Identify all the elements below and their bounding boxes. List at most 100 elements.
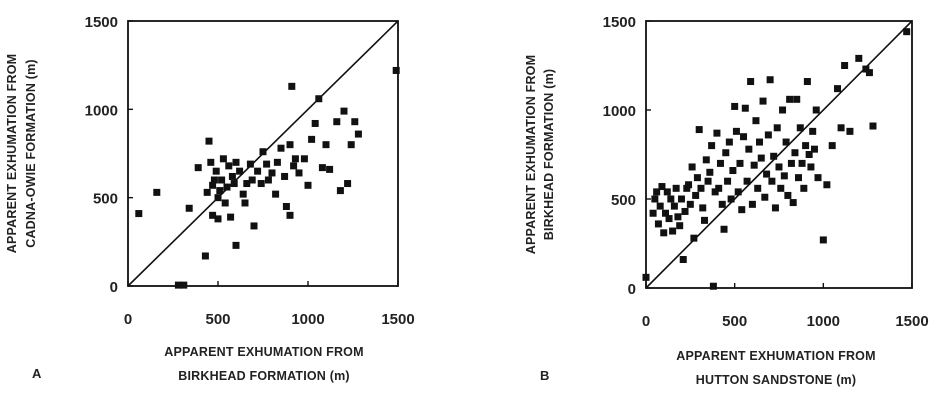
data-point — [214, 215, 222, 223]
data-point — [755, 138, 763, 146]
data-point — [725, 138, 733, 146]
data-point — [782, 138, 790, 146]
data-point — [180, 281, 188, 289]
data-point — [693, 174, 701, 182]
data-point — [775, 163, 783, 171]
plot-frame — [127, 20, 399, 287]
data-point — [351, 118, 359, 126]
data-point — [218, 176, 226, 184]
y-axis-title-line1: APPARENT EXHUMATION FROM — [524, 55, 538, 254]
data-point — [802, 142, 810, 150]
data-point — [869, 122, 877, 130]
data-point — [787, 159, 795, 167]
data-point — [763, 170, 771, 178]
data-point — [686, 200, 694, 208]
data-point — [273, 158, 281, 166]
data-point — [654, 220, 662, 228]
data-point — [750, 161, 758, 169]
data-point — [667, 195, 675, 203]
data-point — [201, 252, 209, 260]
data-point — [669, 227, 677, 235]
data-point — [795, 174, 803, 182]
data-point — [697, 184, 705, 192]
data-point — [819, 236, 827, 244]
data-point — [701, 216, 709, 224]
x-axis-title-line2: HUTTON SANDSTONE (m) — [696, 373, 857, 387]
data-point — [688, 163, 696, 171]
y-axis-title-line2: CADNA-OWIE FORMATION (m) — [24, 59, 38, 248]
data-point — [232, 158, 240, 166]
data-point — [718, 200, 726, 208]
data-point — [290, 162, 298, 170]
data-point — [720, 225, 728, 233]
data-point — [731, 102, 739, 110]
data-point — [715, 184, 723, 192]
data-point — [814, 174, 822, 182]
data-point — [214, 194, 222, 202]
data-point — [259, 148, 267, 156]
x-axis-title-line1: APPARENT EXHUMATION FROM — [164, 345, 363, 359]
data-point — [676, 222, 684, 230]
data-point — [752, 117, 760, 125]
data-point — [768, 177, 776, 185]
x-axis-title-line2: BIRKHEAD FORMATION (m) — [178, 369, 350, 383]
data-point — [741, 104, 749, 112]
data-point — [681, 207, 689, 215]
data-point — [209, 181, 217, 189]
x-tick-label: 500 — [205, 311, 230, 328]
data-point — [773, 124, 781, 132]
data-point — [286, 211, 294, 219]
data-point — [724, 177, 732, 185]
data-point — [736, 159, 744, 167]
data-point — [713, 129, 721, 137]
data-point — [282, 203, 290, 210]
data-point — [272, 190, 280, 198]
data-point — [716, 159, 724, 167]
data-point — [135, 210, 143, 218]
data-point — [322, 141, 330, 149]
data-point — [690, 234, 698, 242]
data-point — [780, 172, 788, 180]
data-point — [685, 181, 693, 189]
data-point — [333, 118, 341, 126]
data-point — [230, 180, 238, 188]
y-tick-label: 0 — [628, 281, 636, 298]
data-point — [674, 213, 682, 221]
data-point — [709, 282, 717, 290]
data-point — [777, 184, 785, 192]
data-point — [734, 188, 742, 196]
data-point — [174, 281, 182, 289]
data-point — [207, 158, 215, 166]
panel-label: B — [540, 368, 549, 383]
data-point — [789, 199, 797, 207]
data-point — [210, 176, 218, 184]
chart-panel-b: 0 500 1000 1500 0 500 1000 1500 APPARENT EXHUMAT… — [524, 14, 929, 387]
plot-frame — [645, 20, 913, 289]
data-point — [295, 169, 303, 177]
data-point — [250, 222, 258, 230]
data-point — [828, 142, 836, 150]
data-point — [743, 177, 751, 185]
data-point — [277, 144, 285, 152]
x-axis-title-line1: APPARENT EXHUMATION FROM — [676, 349, 875, 363]
data-point — [300, 155, 308, 163]
data-point — [254, 167, 262, 175]
data-point — [642, 273, 650, 281]
data-point — [748, 200, 756, 208]
data-point — [670, 202, 678, 210]
data-point — [706, 168, 714, 176]
data-point — [663, 188, 671, 196]
data-point — [243, 180, 251, 188]
data-point — [677, 195, 685, 203]
data-point — [264, 176, 272, 184]
data-point — [216, 187, 224, 195]
y-axis-title-line1: APPARENT EXHUMATION FROM — [5, 54, 19, 253]
data-point — [656, 202, 664, 210]
data-point — [798, 159, 806, 167]
data-point — [203, 188, 211, 196]
data-point — [653, 188, 661, 196]
data-point — [318, 164, 326, 172]
data-point — [766, 76, 774, 84]
data-point — [228, 172, 236, 180]
data-point — [793, 95, 801, 103]
